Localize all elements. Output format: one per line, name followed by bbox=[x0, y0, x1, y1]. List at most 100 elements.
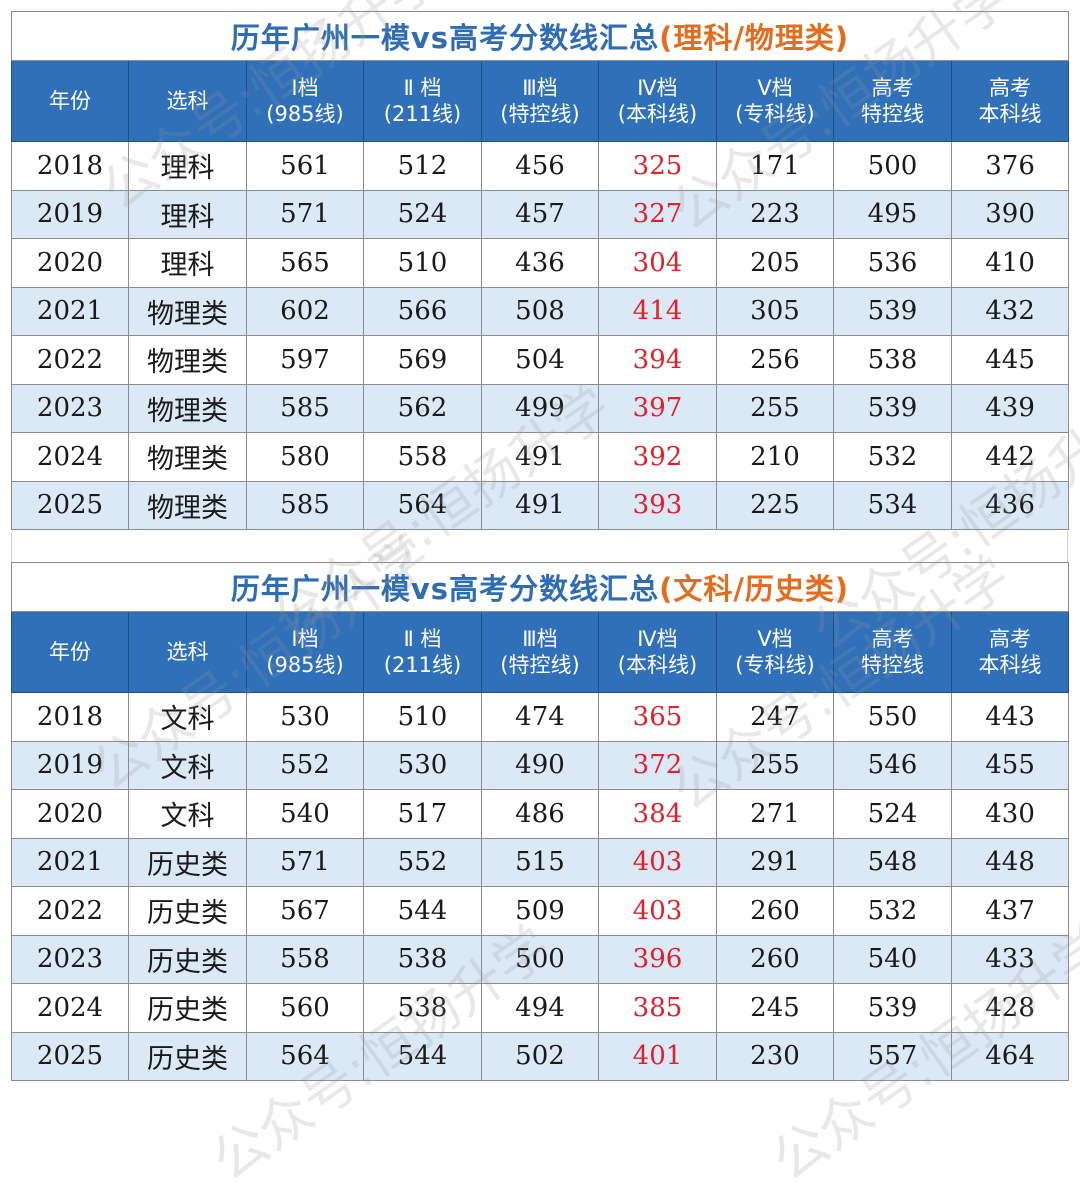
table-row: 2022 历史类 567 544 509 403 260 532 437 bbox=[11, 886, 1070, 936]
table-cell: 538 bbox=[363, 934, 482, 984]
table-cell: 517 bbox=[363, 789, 482, 839]
table-row: 2023 物理类 585 562 499 397 255 539 439 bbox=[11, 383, 1070, 433]
table-cell: 327 bbox=[598, 189, 717, 239]
table-cell: 546 bbox=[833, 740, 952, 790]
table-cell: 532 bbox=[833, 886, 952, 936]
table-cell: 504 bbox=[481, 335, 599, 385]
column-header: 年份 bbox=[11, 611, 129, 693]
table-cell: 436 bbox=[481, 238, 599, 288]
table-cell: 理科 bbox=[128, 189, 247, 239]
table-cell: 597 bbox=[246, 335, 364, 385]
table-cell: 457 bbox=[481, 189, 599, 239]
column-header-line: 特控线 bbox=[861, 102, 924, 126]
table-row: 2019 理科 571 524 457 327 223 495 390 bbox=[11, 189, 1070, 239]
table-row: 2025 历史类 564 544 502 401 230 557 464 bbox=[11, 1031, 1070, 1081]
table-cell: 223 bbox=[716, 189, 834, 239]
table-cell: 393 bbox=[598, 480, 717, 530]
table-cell: 464 bbox=[950, 1031, 1070, 1081]
table-cell: 548 bbox=[833, 837, 952, 887]
table-cell: 510 bbox=[363, 238, 482, 288]
column-header: Ⅳ档 (本科线) bbox=[598, 611, 717, 693]
table-cell: 历史类 bbox=[128, 1031, 247, 1081]
table-cell: 515 bbox=[481, 837, 599, 887]
table-cell: 502 bbox=[481, 1031, 599, 1081]
column-header-line: (本科线) bbox=[617, 653, 698, 677]
column-header-line: Ⅲ档 bbox=[522, 76, 558, 100]
table-cell: 376 bbox=[950, 141, 1070, 191]
column-header-line: 高考 bbox=[989, 627, 1032, 651]
table-cell: 430 bbox=[950, 789, 1070, 839]
table-cell: 445 bbox=[950, 335, 1070, 385]
table-cell: 432 bbox=[950, 286, 1070, 336]
table-cell: 403 bbox=[598, 886, 717, 936]
table-cell: 291 bbox=[716, 837, 834, 887]
column-header-line: Ⅴ档 bbox=[757, 627, 793, 651]
table-cell: 392 bbox=[598, 432, 717, 482]
table-cell: 530 bbox=[363, 740, 482, 790]
table-cell: 524 bbox=[833, 789, 952, 839]
table-title: 历年广州一模vs高考分数线汇总(文科/历史类) bbox=[10, 562, 1070, 612]
column-header-line: (本科线) bbox=[617, 102, 698, 126]
table-row: 2018 文科 530 510 474 365 247 550 443 bbox=[11, 692, 1070, 742]
column-header: I档 (985线) bbox=[246, 60, 364, 142]
column-header: 高考 特控线 bbox=[833, 60, 952, 142]
column-header: I档 (985线) bbox=[246, 611, 364, 693]
table-cell: 495 bbox=[833, 189, 952, 239]
table-cell: 544 bbox=[363, 886, 482, 936]
table-spacer bbox=[11, 532, 1068, 562]
table-cell: 401 bbox=[598, 1031, 717, 1081]
table-cell: 260 bbox=[716, 934, 834, 984]
column-header-line: 特控线 bbox=[861, 653, 924, 677]
table-cell: 552 bbox=[246, 740, 364, 790]
table-cell: 2025 bbox=[11, 1031, 129, 1081]
column-header-line: (211线) bbox=[383, 102, 462, 126]
table-cell: 486 bbox=[481, 789, 599, 839]
table-cell: 456 bbox=[481, 141, 599, 191]
table-cell: 271 bbox=[716, 789, 834, 839]
table-cell: 2024 bbox=[11, 432, 129, 482]
table-cell: 569 bbox=[363, 335, 482, 385]
table-cell: 561 bbox=[246, 141, 364, 191]
table-cell: 文科 bbox=[128, 789, 247, 839]
table-cell: 490 bbox=[481, 740, 599, 790]
column-header-line: (专科线) bbox=[735, 653, 815, 677]
table-cell: 304 bbox=[598, 238, 717, 288]
table-cell: 390 bbox=[950, 189, 1070, 239]
table-cell: 443 bbox=[950, 692, 1070, 742]
table-cell: 564 bbox=[246, 1031, 364, 1081]
table-row: 2021 物理类 602 566 508 414 305 539 432 bbox=[11, 286, 1070, 336]
table-cell: 448 bbox=[950, 837, 1070, 887]
table-cell: 571 bbox=[246, 189, 364, 239]
table-cell: 255 bbox=[716, 740, 834, 790]
table-cell: 文科 bbox=[128, 692, 247, 742]
table-row: 2022 物理类 597 569 504 394 256 538 445 bbox=[11, 335, 1070, 385]
column-header: 年份 bbox=[11, 60, 129, 142]
table-cell: 325 bbox=[598, 141, 717, 191]
column-header-line: (特控线) bbox=[500, 653, 580, 677]
table-cell: 509 bbox=[481, 886, 599, 936]
table-cell: 437 bbox=[950, 886, 1070, 936]
column-header-line: I档 bbox=[291, 627, 319, 651]
column-header: Ⅴ档 (专科线) bbox=[716, 611, 834, 693]
table-title-sub: (文科/历史类) bbox=[659, 572, 850, 606]
column-header-line: Ⅱ 档 bbox=[403, 627, 442, 651]
table-cell: 536 bbox=[833, 238, 952, 288]
table-cell: 544 bbox=[363, 1031, 482, 1081]
table-cell: 225 bbox=[716, 480, 834, 530]
table-cell: 539 bbox=[833, 286, 952, 336]
column-header: Ⅲ档 (特控线) bbox=[481, 611, 599, 693]
table-cell: 2023 bbox=[11, 934, 129, 984]
table-cell: 557 bbox=[833, 1031, 952, 1081]
table-cell: 260 bbox=[716, 886, 834, 936]
table-cell: 491 bbox=[481, 432, 599, 482]
column-header-line: 高考 bbox=[989, 76, 1032, 100]
column-header-line: 年份 bbox=[49, 640, 91, 664]
table-cell: 2023 bbox=[11, 383, 129, 433]
table-cell: 538 bbox=[363, 983, 482, 1033]
column-header: 选科 bbox=[128, 611, 247, 693]
table-cell: 历史类 bbox=[128, 886, 247, 936]
table-cell: 理科 bbox=[128, 238, 247, 288]
column-header-line: 选科 bbox=[166, 89, 209, 113]
table-cell: 534 bbox=[833, 480, 952, 530]
table-cell: 305 bbox=[716, 286, 834, 336]
